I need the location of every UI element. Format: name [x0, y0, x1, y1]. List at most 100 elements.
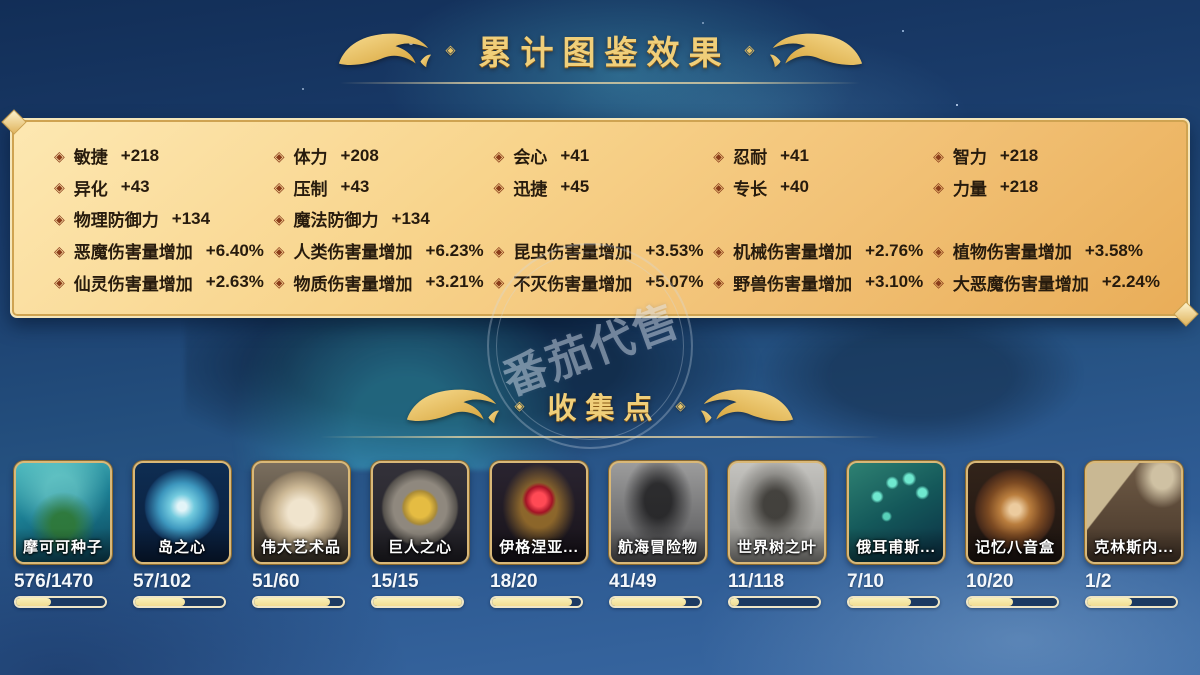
diamond-ornament-icon: ◈ [744, 42, 755, 57]
effects-panel: ◈ 敏捷 +218 ◈ 体力 +208 ◈ 会心 +41 ◈ 忍耐 +41 ◈ 智力 +218 ◈ 异… [10, 118, 1190, 318]
collection-count: 11/118 [728, 571, 785, 592]
diamond-bullet-icon: ◈ [273, 274, 285, 291]
diamond-bullet-icon: ◈ [54, 147, 65, 164]
collection-name: 世界树之叶 [736, 539, 817, 556]
stat-item: ◈ 异化 +43 [54, 177, 150, 199]
collection-thumbnail[interactable]: 记忆八音盒 [966, 461, 1064, 564]
swoosh-ornament-right-icon [769, 33, 862, 68]
collection-count: 57/102 [133, 571, 192, 592]
collection-name: 俄耳甫斯... [856, 539, 936, 556]
stat-item: ◈ 物质伤害量增加 +3.21% [273, 272, 484, 294]
effects-section-title: 累计图鉴效果 [478, 34, 731, 71]
collection-name: 克林斯内... [1094, 539, 1174, 556]
collection-thumbnail[interactable]: 世界树之叶 [728, 461, 826, 564]
stat-item: ◈ 迅捷 +45 [493, 177, 590, 199]
collection-name: 伊格涅亚... [499, 539, 579, 556]
collection-count: 10/20 [966, 571, 1014, 592]
diamond-bullet-icon: ◈ [933, 274, 944, 291]
card-mokoko-seed[interactable]: 摩可可种子 576/1470 [14, 461, 112, 608]
diamond-bullet-icon: ◈ [713, 147, 725, 164]
card-voyage-adventure[interactable]: 航海冒险物 41/49 [609, 461, 707, 608]
diamond-ornament-icon: ◈ [675, 398, 686, 413]
collection-thumbnail[interactable]: 摩可可种子 [14, 461, 112, 564]
stat-item: ◈ 敏捷 +218 [54, 145, 160, 168]
effects-section-header: ◈ 累计图鉴效果 ◈ [0, 26, 1200, 74]
collection-thumbnail[interactable]: 岛之心 [133, 461, 231, 564]
card-giants-heart[interactable]: 巨人之心 15/15 [371, 461, 469, 608]
swoosh-ornament-left-icon [338, 33, 431, 68]
stat-item: ◈ 野兽伤害量增加 +3.10% [713, 272, 924, 294]
diamond-bullet-icon: ◈ [54, 242, 65, 259]
collection-progress-bar [966, 596, 1059, 608]
swoosh-ornament-right-icon [700, 389, 793, 424]
progress-fill [492, 598, 573, 606]
stat-item: ◈ 力量 +218 [933, 177, 1039, 199]
title-underline [320, 436, 880, 438]
stat-item: ◈ 机械伤害量增加 +2.76% [713, 240, 924, 263]
stat-item-empty [933, 203, 1160, 235]
collection-progress-bar [728, 596, 821, 608]
progress-fill [1087, 598, 1132, 606]
diamond-bullet-icon: ◈ [493, 274, 505, 291]
progress-fill [611, 598, 686, 606]
collection-progress-bar [490, 596, 583, 608]
collection-thumbnail[interactable]: 俄耳甫斯... [847, 461, 945, 564]
stat-item: ◈ 仙灵伤害量增加 +2.63% [54, 272, 264, 294]
stat-item: ◈ 专长 +40 [713, 177, 809, 199]
stat-item-empty [494, 203, 714, 235]
diamond-ornament-icon: ◈ [514, 398, 525, 413]
collection-count: 18/20 [490, 571, 538, 592]
collections-section-header: ◈ 收集点 ◈ [0, 384, 1200, 428]
collection-progress-bar [252, 596, 345, 608]
progress-fill [16, 598, 51, 606]
stars-decoration [0, 0, 2, 2]
progress-fill [254, 598, 330, 606]
stat-item-empty [713, 203, 933, 235]
diamond-bullet-icon: ◈ [493, 179, 505, 196]
card-krins[interactable]: 克林斯内... 1/2 [1085, 461, 1183, 608]
stat-item: ◈ 会心 +41 [493, 145, 590, 168]
stat-item: ◈ 忍耐 +41 [713, 145, 809, 168]
collection-name: 岛之心 [157, 539, 206, 556]
card-island-heart[interactable]: 岛之心 57/102 [133, 461, 231, 608]
diamond-bullet-icon: ◈ [713, 274, 725, 291]
progress-fill [373, 598, 462, 606]
collection-progress-bar [847, 596, 940, 608]
stat-item: ◈ 人类伤害量增加 +6.23% [273, 240, 484, 263]
diamond-bullet-icon: ◈ [273, 147, 285, 164]
collection-name: 摩可可种子 [22, 539, 103, 556]
collections-section-title: 收集点 [547, 393, 662, 425]
collection-thumbnail[interactable]: 航海冒险物 [609, 461, 707, 564]
card-orpheus-star[interactable]: 俄耳甫斯... 7/10 [847, 461, 945, 608]
collection-name: 巨人之心 [387, 539, 452, 556]
progress-fill [135, 598, 185, 606]
collection-progress-bar [371, 596, 464, 608]
diamond-bullet-icon: ◈ [493, 147, 505, 164]
diamond-ornament-icon: ◈ [445, 42, 456, 57]
title-underline [340, 82, 860, 84]
stat-item: ◈ 魔法防御力 +134 [273, 208, 430, 231]
collection-count: 576/1470 [14, 571, 94, 592]
collection-thumbnail[interactable]: 伊格涅亚... [490, 461, 588, 564]
collection-count: 1/2 [1085, 571, 1112, 592]
card-memory-orgel[interactable]: 记忆八音盒 10/20 [966, 461, 1064, 608]
diamond-bullet-icon: ◈ [933, 179, 944, 196]
collection-thumbnail[interactable]: 伟大艺术品 [252, 461, 350, 564]
collection-name: 伟大艺术品 [260, 539, 341, 556]
stat-item: ◈ 智力 +218 [933, 145, 1039, 168]
collection-thumbnail[interactable]: 巨人之心 [371, 461, 469, 564]
stats-grid: ◈ 敏捷 +218 ◈ 体力 +208 ◈ 会心 +41 ◈ 忍耐 +41 ◈ 智力 +218 ◈ 异… [12, 120, 1188, 316]
stat-item: ◈ 不灭伤害量增加 +5.07% [493, 272, 704, 294]
diamond-bullet-icon: ◈ [273, 210, 285, 227]
card-world-tree-leaf[interactable]: 世界树之叶 11/118 [728, 461, 826, 608]
collection-thumbnail[interactable]: 克林斯内... [1085, 461, 1183, 564]
card-great-artwork[interactable]: 伟大艺术品 51/60 [252, 461, 350, 608]
ship-silhouette [760, 300, 1080, 450]
card-ignea-token[interactable]: 伊格涅亚... 18/20 [490, 461, 588, 608]
progress-fill [968, 598, 1013, 606]
diamond-bullet-icon: ◈ [273, 242, 285, 259]
stat-item: ◈ 物理防御力 +134 [54, 208, 211, 231]
diamond-bullet-icon: ◈ [933, 242, 944, 259]
stat-item: ◈ 压制 +43 [273, 177, 370, 199]
collection-count: 7/10 [847, 571, 884, 592]
